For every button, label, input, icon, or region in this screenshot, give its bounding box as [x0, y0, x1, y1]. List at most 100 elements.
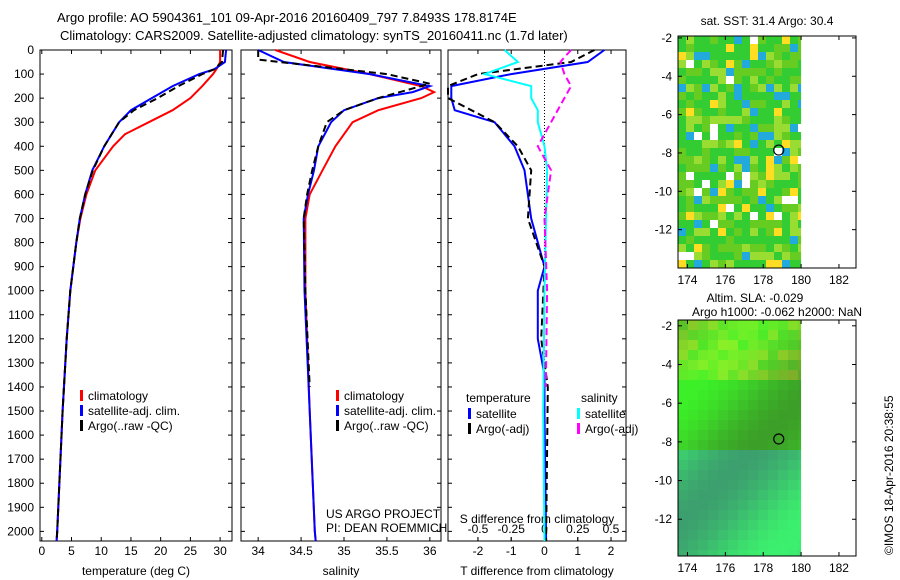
map-cell	[798, 68, 802, 76]
map-cell	[708, 350, 718, 360]
map-cell	[758, 350, 768, 360]
map-cell	[790, 172, 798, 180]
legend-label: climatology	[88, 389, 148, 403]
map-cell	[708, 360, 718, 370]
map-cell	[788, 360, 798, 370]
map-cell	[726, 68, 734, 76]
map-cell	[702, 148, 710, 156]
x-tick-label: -2	[473, 544, 484, 558]
map-cell	[694, 236, 702, 244]
map-cell	[710, 100, 718, 108]
map-cell	[774, 164, 782, 172]
map-cell	[798, 360, 802, 370]
map-cell	[748, 450, 758, 460]
map-cell	[694, 212, 702, 220]
map-cell	[726, 116, 734, 124]
map-cell	[718, 400, 728, 410]
map-cell	[702, 108, 710, 116]
map-cell	[702, 188, 710, 196]
map-cell	[750, 156, 758, 164]
map-cell	[790, 236, 798, 244]
map-cell	[678, 228, 686, 236]
map-cell	[686, 244, 694, 252]
series-satellite-adj-clim-	[257, 49, 434, 542]
map-cell	[738, 400, 748, 410]
map-cell	[734, 116, 742, 124]
map-cell	[678, 520, 688, 530]
map-cell	[718, 236, 726, 244]
map-cell	[768, 340, 778, 350]
map-cell	[686, 148, 694, 156]
map-cell	[710, 196, 718, 204]
map-cell	[734, 236, 742, 244]
x-tick-label: 2	[608, 544, 615, 558]
x-tick-label: 10	[95, 544, 109, 558]
y-tick-label: 100	[14, 67, 34, 81]
map-cell	[694, 172, 702, 180]
map-cell	[788, 450, 798, 460]
map-cell	[790, 148, 798, 156]
map-cell	[758, 390, 768, 400]
map-cell	[788, 370, 798, 380]
map-cell	[768, 380, 778, 390]
map-cell	[742, 196, 750, 204]
map-y-tick-label: -4	[661, 357, 672, 371]
map-cell	[758, 164, 766, 172]
map-cell	[758, 148, 766, 156]
map-cell	[728, 390, 738, 400]
map-cell	[728, 500, 738, 510]
map-cell	[718, 172, 726, 180]
map-cell	[748, 370, 758, 380]
map-cell	[798, 410, 802, 420]
map-cell	[758, 100, 766, 108]
map-cell	[702, 140, 710, 148]
map-cell	[788, 430, 798, 440]
map-cell	[698, 500, 708, 510]
map-cell	[782, 148, 790, 156]
map-cell	[798, 180, 802, 188]
map-cell	[694, 148, 702, 156]
map-cell	[782, 140, 790, 148]
x-tick-label: 35.5	[375, 544, 399, 558]
title-line2: Climatology: CARS2009. Satellite-adjuste…	[60, 28, 568, 43]
map-cell	[678, 100, 686, 108]
map-cell	[790, 188, 798, 196]
map-cell	[798, 540, 802, 550]
map-cell	[734, 204, 742, 212]
map-cell	[728, 470, 738, 480]
map-cell	[726, 196, 734, 204]
map-cell	[774, 92, 782, 100]
map-cell	[766, 60, 774, 68]
map-cell	[710, 84, 718, 92]
map-y-tick-label: -2	[661, 319, 672, 333]
y-tick-label: 1500	[7, 404, 34, 418]
map-cell	[782, 204, 790, 212]
map-cell	[758, 540, 768, 550]
map-cell	[766, 124, 774, 132]
map-cell	[686, 116, 694, 124]
map-cell	[718, 460, 728, 470]
map-cell	[694, 180, 702, 188]
map-cell	[782, 100, 790, 108]
map-cell	[758, 84, 766, 92]
map-cell	[790, 180, 798, 188]
map-cell	[798, 420, 802, 430]
x-tick-label: 0	[541, 544, 548, 558]
map-cell	[710, 148, 718, 156]
map-cell	[718, 440, 728, 450]
map-cell	[748, 540, 758, 550]
map-cell	[738, 430, 748, 440]
x2-tick-label: 0.25	[566, 522, 590, 536]
map-cell	[798, 44, 802, 52]
map-cell	[798, 330, 802, 340]
y-tick-label: 900	[14, 260, 34, 274]
map-cell	[688, 350, 698, 360]
map-cell	[718, 430, 728, 440]
map-cell	[708, 490, 718, 500]
map-cell	[698, 400, 708, 410]
map-cell	[774, 76, 782, 84]
map-cell	[742, 204, 750, 212]
map-cell	[686, 236, 694, 244]
map-cell	[782, 236, 790, 244]
map-cell	[788, 460, 798, 470]
